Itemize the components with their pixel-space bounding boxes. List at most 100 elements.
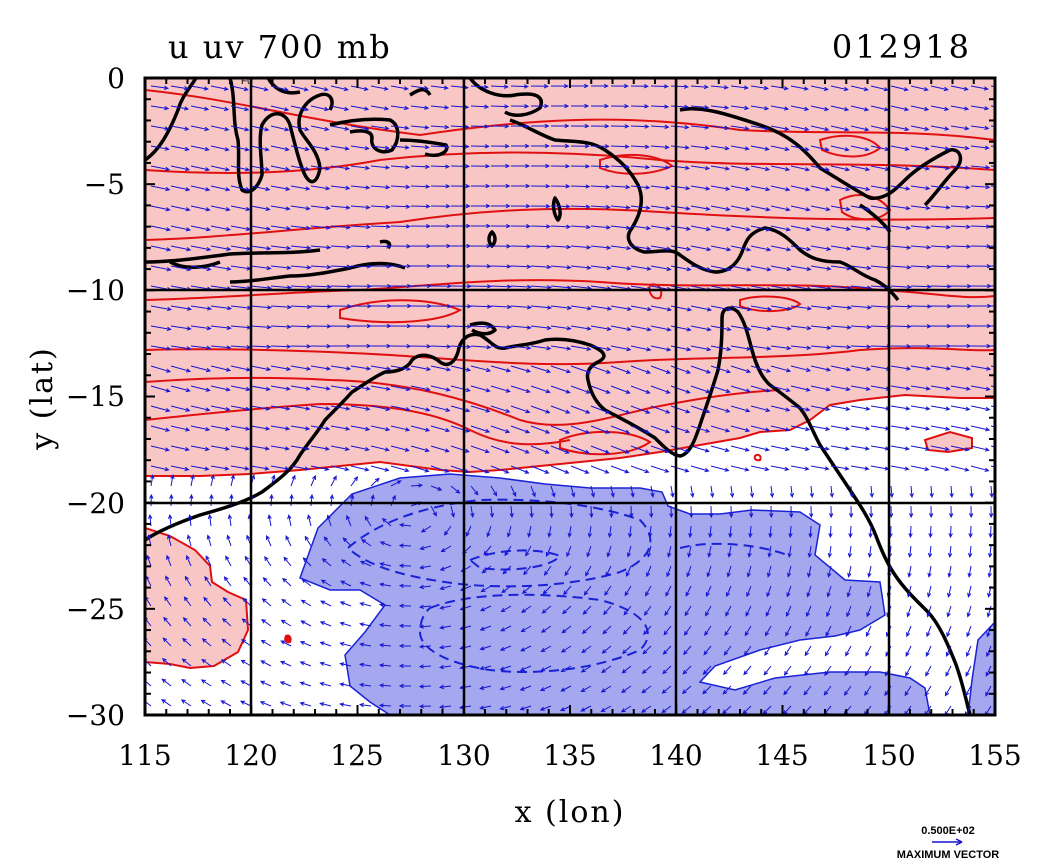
wind-vector (479, 605, 492, 612)
wind-vector (290, 324, 312, 329)
wind-vector (590, 265, 612, 271)
wind-vector (146, 554, 152, 567)
wind-vector (868, 525, 873, 539)
wind-vector (690, 445, 710, 453)
wind-vector (890, 324, 912, 329)
wind-vector (410, 85, 429, 91)
wind-vector (722, 705, 732, 715)
wind-vector (480, 585, 492, 593)
wind-vector (350, 85, 369, 91)
wind-vector (431, 243, 452, 249)
wind-vector (170, 165, 191, 172)
wind-vector (710, 245, 732, 252)
wind-vector (490, 485, 498, 497)
wind-vector (910, 85, 929, 92)
wind-vector (570, 265, 592, 270)
wind-vector (742, 685, 752, 695)
wind-vector (890, 465, 910, 471)
wind-vector (530, 305, 553, 310)
wind-vector (390, 405, 411, 412)
wind-vector (806, 605, 812, 618)
wind-vector (411, 263, 432, 269)
wind-vector (966, 625, 972, 638)
wind-vector (950, 165, 971, 170)
wind-vector (550, 405, 571, 414)
wind-vector (770, 185, 791, 192)
wind-vector (438, 684, 452, 690)
wind-vector (730, 185, 751, 192)
wind-vector (929, 485, 934, 499)
wind-vector (890, 385, 911, 391)
wind-vector (390, 323, 412, 329)
wind-vector (200, 679, 212, 687)
wind-vector (930, 465, 950, 472)
wind-vector (930, 205, 951, 210)
y-tick-label: −25 (66, 593, 125, 626)
wind-vector (379, 582, 392, 587)
wind-vector (950, 244, 972, 249)
wind-vector (948, 505, 954, 519)
wind-vector (230, 465, 250, 471)
wind-vector (190, 205, 211, 212)
wind-vector (690, 105, 710, 110)
wind-vector (850, 425, 871, 431)
wind-vector (410, 184, 431, 189)
wind-vector (330, 244, 352, 250)
wind-vector (540, 625, 552, 633)
wind-vector (630, 385, 651, 394)
wind-vector (950, 465, 970, 472)
wind-vector (470, 425, 491, 433)
wind-vector (270, 445, 290, 451)
wind-vector (450, 385, 471, 392)
wind-vector (750, 225, 772, 232)
wind-vector (630, 445, 650, 454)
wind-vector (563, 585, 572, 596)
wind-vector (419, 545, 432, 551)
wind-vector (167, 534, 172, 547)
wind-vector (970, 263, 992, 269)
wind-vector (846, 585, 852, 598)
wind-vector (439, 585, 452, 591)
wind-vector (250, 324, 272, 330)
wind-vector (950, 284, 972, 289)
wind-vector (330, 475, 337, 487)
wind-vector (490, 365, 512, 373)
wind-vector (310, 105, 330, 112)
wind-vector (310, 125, 330, 132)
wind-vector (410, 243, 432, 249)
wind-vector (398, 683, 412, 689)
wind-vector (724, 625, 732, 637)
wind-vector (650, 405, 671, 414)
wind-vector (947, 565, 952, 578)
wind-vector (670, 365, 692, 374)
wind-vector (190, 425, 211, 432)
wind-vector (890, 425, 911, 431)
wind-vector (190, 265, 212, 272)
wind-vector (210, 165, 231, 172)
wind-vector (250, 245, 272, 251)
wind-vector (270, 474, 276, 487)
wind-vector (610, 205, 631, 210)
wind-vector (270, 145, 290, 152)
wind-vector (530, 285, 552, 290)
wind-vector (150, 465, 170, 472)
wind-vector (529, 505, 534, 519)
wind-vector (790, 425, 811, 432)
wind-vector (319, 621, 332, 627)
wind-vector (350, 365, 372, 371)
wind-vector (183, 596, 192, 607)
wind-vector (282, 577, 292, 587)
wind-vector (590, 405, 611, 414)
wind-vector (170, 265, 192, 272)
wind-vector (670, 245, 692, 252)
wind-vector (240, 680, 252, 687)
wind-vector (970, 165, 991, 170)
wind-vector (350, 445, 370, 452)
wind-vector (302, 557, 312, 567)
wind-vector (590, 465, 610, 474)
wind-vector (670, 445, 690, 453)
wind-vector (206, 534, 212, 547)
wind-vector (890, 145, 910, 151)
wind-vector (270, 365, 292, 371)
wind-vector (210, 385, 231, 392)
